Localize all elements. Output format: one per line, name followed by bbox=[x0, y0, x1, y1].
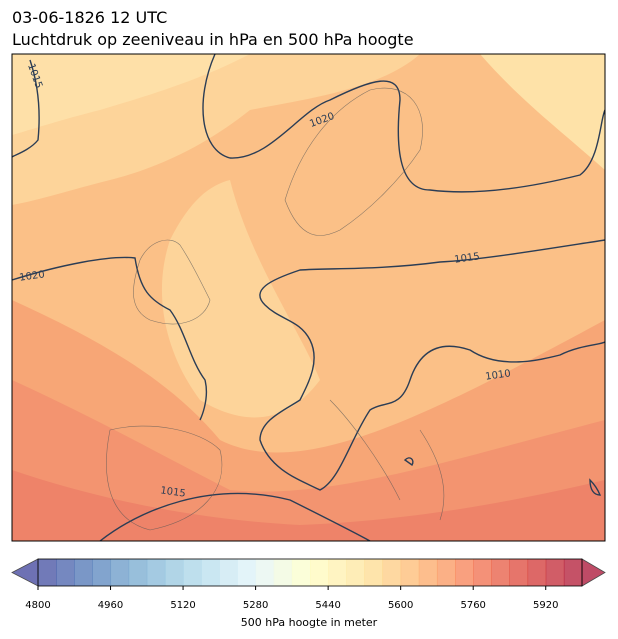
isobar bbox=[12, 256, 208, 421]
coastlines bbox=[106, 87, 445, 531]
isobar bbox=[403, 457, 414, 467]
colorbar-cell bbox=[346, 559, 365, 586]
map-frame bbox=[11, 53, 606, 542]
height-band bbox=[12, 54, 250, 135]
colorbar-tick-label: 4800 bbox=[25, 600, 50, 611]
map-area bbox=[12, 54, 605, 541]
isobar bbox=[12, 59, 40, 158]
colorbar-cell bbox=[183, 559, 202, 586]
colorbar-cell bbox=[164, 559, 184, 586]
height-band bbox=[161, 180, 320, 418]
colorbar-cell bbox=[74, 559, 93, 586]
colorbar-cell bbox=[527, 559, 547, 586]
colorbar-cell bbox=[237, 559, 257, 586]
colorbar-cell bbox=[128, 559, 148, 586]
colorbar-cell bbox=[328, 559, 347, 586]
height-band bbox=[12, 380, 605, 541]
height-band bbox=[12, 470, 605, 541]
colorbar-cell bbox=[291, 559, 311, 586]
colorbar-cell bbox=[146, 559, 166, 586]
colorbar-cell bbox=[563, 559, 583, 586]
colorbar-cell bbox=[400, 559, 420, 586]
contour-label: 1010 bbox=[485, 368, 512, 382]
date-title: 03-06-1826 12 UTC bbox=[12, 8, 168, 27]
coastline bbox=[106, 425, 223, 531]
contour-label: 1020 bbox=[19, 269, 46, 283]
coastline bbox=[329, 399, 445, 521]
colorbar-cell bbox=[38, 559, 57, 586]
colorbar-cell bbox=[455, 559, 474, 586]
colorbar-cell bbox=[201, 559, 220, 586]
colorbar-cell bbox=[273, 559, 293, 586]
colorbar-frame bbox=[37, 558, 583, 587]
colorbar-cell bbox=[473, 559, 492, 586]
isobar bbox=[202, 54, 605, 193]
colorbar-cell bbox=[382, 559, 402, 586]
contour-label: 1015 bbox=[454, 251, 481, 265]
colorbar-tick-label: 4960 bbox=[98, 600, 123, 611]
colorbar-cell bbox=[219, 559, 238, 586]
colorbar-tick-label: 5760 bbox=[460, 600, 485, 611]
colorbar-tick-label: 5440 bbox=[315, 600, 340, 611]
colorbar-tick-label: 5120 bbox=[170, 600, 195, 611]
colorbar-tick-label: 5920 bbox=[533, 600, 558, 611]
coastline bbox=[133, 239, 211, 325]
colorbar-cell bbox=[110, 559, 130, 586]
isobars bbox=[12, 54, 605, 541]
contour-label: 1015 bbox=[160, 485, 187, 499]
colorbar-tick-label: 5280 bbox=[243, 600, 268, 611]
isobar bbox=[99, 492, 371, 541]
coastline bbox=[284, 87, 423, 236]
colorbar-label: 500 hPa hoogte in meter bbox=[241, 616, 378, 629]
isobar bbox=[259, 239, 605, 491]
colorbar-cell bbox=[418, 559, 438, 586]
isobar bbox=[589, 478, 602, 496]
colorbar-cell bbox=[436, 559, 456, 586]
map-title: Luchtdruk op zeeniveau in hPa en 500 hPa… bbox=[12, 30, 414, 49]
colorbar-cell bbox=[255, 559, 275, 586]
colorbar-tick-label: 5600 bbox=[388, 600, 413, 611]
colorbar-cell bbox=[92, 559, 112, 586]
colorbar-extend-high bbox=[581, 558, 606, 587]
colorbar-cell bbox=[56, 559, 75, 586]
colorbar-cell bbox=[491, 559, 510, 586]
colorbar-cell bbox=[310, 559, 329, 586]
colorbar-cell bbox=[509, 559, 529, 586]
colorbar-extend-low bbox=[11, 558, 39, 587]
colorbar-cell bbox=[364, 559, 384, 586]
height-band bbox=[480, 54, 605, 170]
colorbar-cell bbox=[545, 559, 565, 586]
